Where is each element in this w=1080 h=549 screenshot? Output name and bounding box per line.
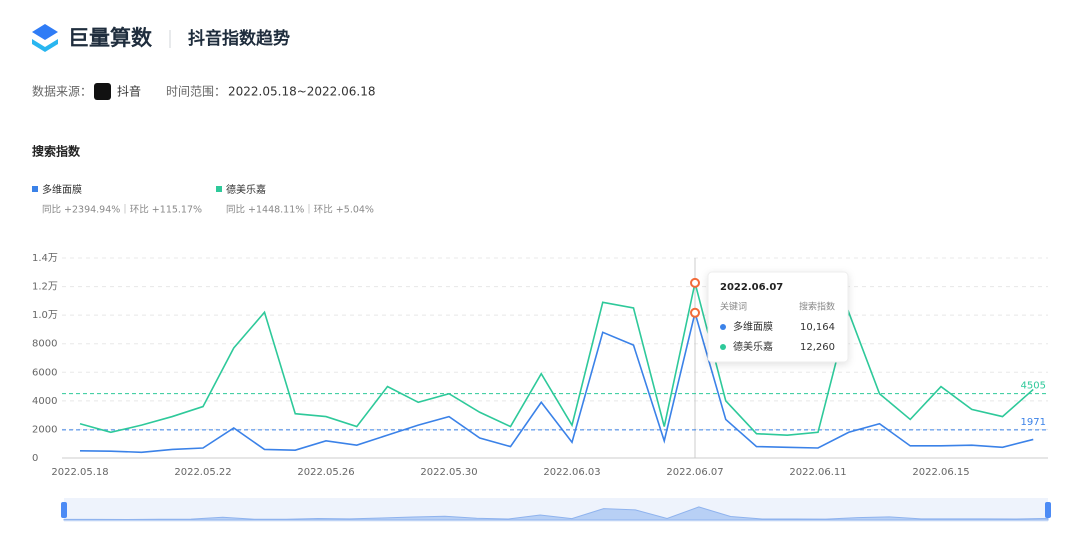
tooltip-name: 德美乐嘉 <box>733 340 773 353</box>
x-tick-label: 2022.05.22 <box>174 467 231 478</box>
x-tick-label: 2022.06.07 <box>666 467 723 478</box>
hover-point <box>690 277 700 288</box>
source-label: 数据来源： <box>32 84 92 99</box>
tooltip-col: 关键词 <box>720 301 747 313</box>
x-tick-label: 2022.05.30 <box>420 467 477 478</box>
slider-handle <box>61 502 67 518</box>
legend-swatch <box>32 186 38 192</box>
range: 2022.05.18~2022.06.18 <box>228 85 375 99</box>
y-tick-label: 8000 <box>32 339 57 350</box>
series-line <box>79 282 1034 436</box>
douyin-icon <box>94 83 111 100</box>
tooltip-title: 2022.06.07 <box>720 282 783 293</box>
page-title: 抖音指数趋势 <box>188 28 290 49</box>
x-tick-label: 2022.06.03 <box>543 467 600 478</box>
chart-title: 搜索指数 <box>32 144 81 159</box>
x-tick-label: 2022.05.18 <box>51 467 108 478</box>
y-tick-label: 6000 <box>32 367 57 378</box>
tooltip-value: 10,164 <box>800 322 835 333</box>
y-tick-label: 1.2万 <box>32 282 58 293</box>
tooltip-col: 搜索指数 <box>799 301 835 313</box>
slider-handle <box>1045 502 1051 518</box>
x-tick-label: 2022.06.11 <box>789 467 846 478</box>
legend-stats: 同比 +2394.94%｜环比 +115.17% <box>42 204 202 216</box>
source: 抖音 <box>117 84 141 99</box>
y-tick-label: 1.4万 <box>32 253 58 264</box>
legend-stats: 同比 +1448.11%｜环比 +5.04% <box>226 204 374 216</box>
legend-swatch <box>216 186 222 192</box>
x-tick-label: 2022.05.26 <box>297 467 354 478</box>
y-tick-label: 4000 <box>32 396 57 407</box>
tooltip-name: 多维面膜 <box>733 320 773 333</box>
series-line <box>79 309 1034 454</box>
slider-area <box>63 506 1049 521</box>
legend-label: 德美乐嘉 <box>226 183 266 196</box>
y-tick-label: 2000 <box>32 424 57 435</box>
x-tick-label: 2022.06.15 <box>912 467 969 478</box>
brand: 巨量算数 <box>68 26 153 50</box>
y-tick-label: 0 <box>32 453 38 464</box>
average-label: 4505 <box>1021 381 1046 392</box>
legend-label: 多维面膜 <box>42 183 82 196</box>
hover-point <box>690 307 700 318</box>
y-tick-label: 1.0万 <box>32 310 58 321</box>
average-label: 1971 <box>1021 417 1046 428</box>
logo <box>32 24 58 52</box>
tooltip-dot <box>720 344 726 350</box>
range-label: 时间范围： <box>166 85 226 99</box>
tooltip-dot <box>720 324 726 330</box>
tooltip-value: 12,260 <box>800 342 835 353</box>
